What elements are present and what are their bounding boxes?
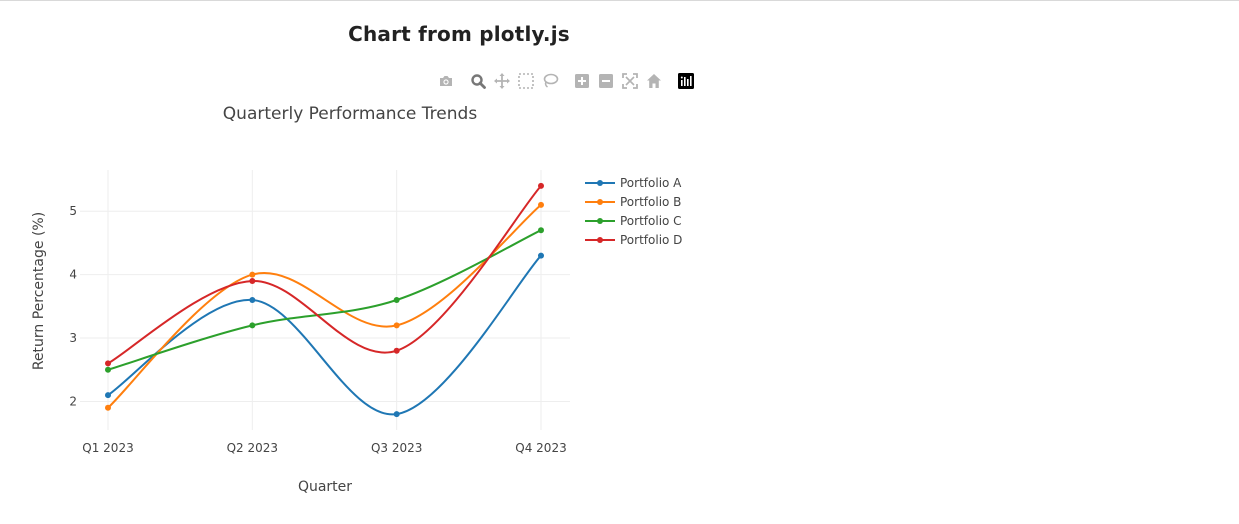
- line-chart: Quarterly Performance Trends Q1 2023 Q2 2…: [31, 104, 682, 495]
- camera-icon: [440, 76, 452, 86]
- legend-label: Portfolio D: [620, 233, 682, 247]
- series-lines: [107, 185, 542, 416]
- x-tick-label: Q3 2023: [371, 441, 422, 455]
- legend-item-portfolio-c[interactable]: Portfolio C: [585, 214, 682, 228]
- series-line-portfolio-a: [107, 254, 542, 416]
- zoom-in-icon: [575, 74, 589, 88]
- page-title: Chart from plotly.js: [348, 22, 570, 46]
- x-axis-ticks: Q1 2023 Q2 2023 Q3 2023 Q4 2023: [82, 441, 566, 455]
- pan-button[interactable]: [492, 71, 512, 91]
- camera-button[interactable]: [436, 71, 456, 91]
- legend-marker-swatch: [597, 180, 603, 186]
- x-tick-label: Q4 2023: [515, 441, 566, 455]
- zoom-out-button[interactable]: [596, 71, 616, 91]
- zoom-button[interactable]: [468, 71, 488, 91]
- x-tick-label: Q2 2023: [227, 441, 278, 455]
- legend-label: Portfolio B: [620, 195, 681, 209]
- data-point-portfolio-c[interactable]: [249, 322, 256, 329]
- data-point-portfolio-c[interactable]: [105, 366, 111, 373]
- legend-marker-swatch: [597, 218, 603, 224]
- gridlines: [80, 170, 570, 430]
- data-point-portfolio-b[interactable]: [105, 404, 111, 411]
- data-point-portfolio-b[interactable]: [249, 271, 256, 278]
- series-line-portfolio-c: [107, 229, 542, 371]
- legend-item-portfolio-a[interactable]: Portfolio A: [585, 176, 682, 190]
- plotly-logo-icon: [678, 73, 694, 89]
- y-tick-label: 2: [69, 394, 77, 408]
- zoom-out-icon: [599, 74, 613, 88]
- autoscale-icon: [622, 73, 638, 89]
- data-point-portfolio-d[interactable]: [538, 182, 544, 189]
- series-markers: [105, 182, 544, 418]
- lasso-select-icon: [543, 73, 559, 88]
- data-point-portfolio-a[interactable]: [538, 252, 544, 259]
- data-point-portfolio-d[interactable]: [105, 360, 111, 367]
- series-line-portfolio-b: [107, 204, 542, 409]
- box-select-button[interactable]: [516, 71, 536, 91]
- legend-marker-swatch: [597, 199, 603, 205]
- data-point-portfolio-d[interactable]: [393, 347, 400, 354]
- data-point-portfolio-c[interactable]: [538, 227, 544, 234]
- top-divider: [0, 0, 1239, 1]
- y-axis-label: Return Percentage (%): [31, 212, 47, 370]
- data-point-portfolio-a[interactable]: [249, 297, 256, 303]
- x-tick-label: Q1 2023: [82, 441, 133, 455]
- plotly-logo-button[interactable]: [676, 71, 696, 91]
- data-point-portfolio-c[interactable]: [393, 297, 400, 303]
- pan-icon: [494, 73, 510, 89]
- legend-label: Portfolio C: [620, 214, 682, 228]
- data-point-portfolio-b[interactable]: [538, 201, 544, 208]
- y-axis-ticks: 2 3 4 5: [69, 204, 77, 408]
- data-point-portfolio-a[interactable]: [393, 411, 400, 418]
- y-tick-label: 5: [69, 204, 77, 218]
- lasso-select-button[interactable]: [540, 71, 560, 91]
- data-point-portfolio-a[interactable]: [105, 392, 111, 399]
- reset-axes-icon: [647, 74, 661, 88]
- legend-item-portfolio-d[interactable]: Portfolio D: [585, 233, 682, 247]
- reset-axes-button[interactable]: [644, 71, 664, 91]
- zoom-icon: [471, 74, 486, 89]
- data-point-portfolio-d[interactable]: [249, 277, 256, 284]
- data-point-portfolio-b[interactable]: [393, 322, 400, 329]
- legend: Portfolio A Portfolio B Portfolio C Portfol…: [585, 176, 682, 247]
- series-line-portfolio-d: [107, 185, 542, 365]
- y-tick-label: 3: [69, 331, 77, 345]
- autoscale-button[interactable]: [620, 71, 640, 91]
- chart-title: Quarterly Performance Trends: [223, 104, 478, 124]
- box-select-icon: [518, 73, 534, 89]
- legend-label: Portfolio A: [620, 176, 682, 190]
- x-axis-label: Quarter: [298, 479, 352, 495]
- y-tick-label: 4: [69, 268, 77, 282]
- legend-marker-swatch: [597, 237, 603, 243]
- zoom-in-button[interactable]: [572, 71, 592, 91]
- legend-item-portfolio-b[interactable]: Portfolio B: [585, 195, 681, 209]
